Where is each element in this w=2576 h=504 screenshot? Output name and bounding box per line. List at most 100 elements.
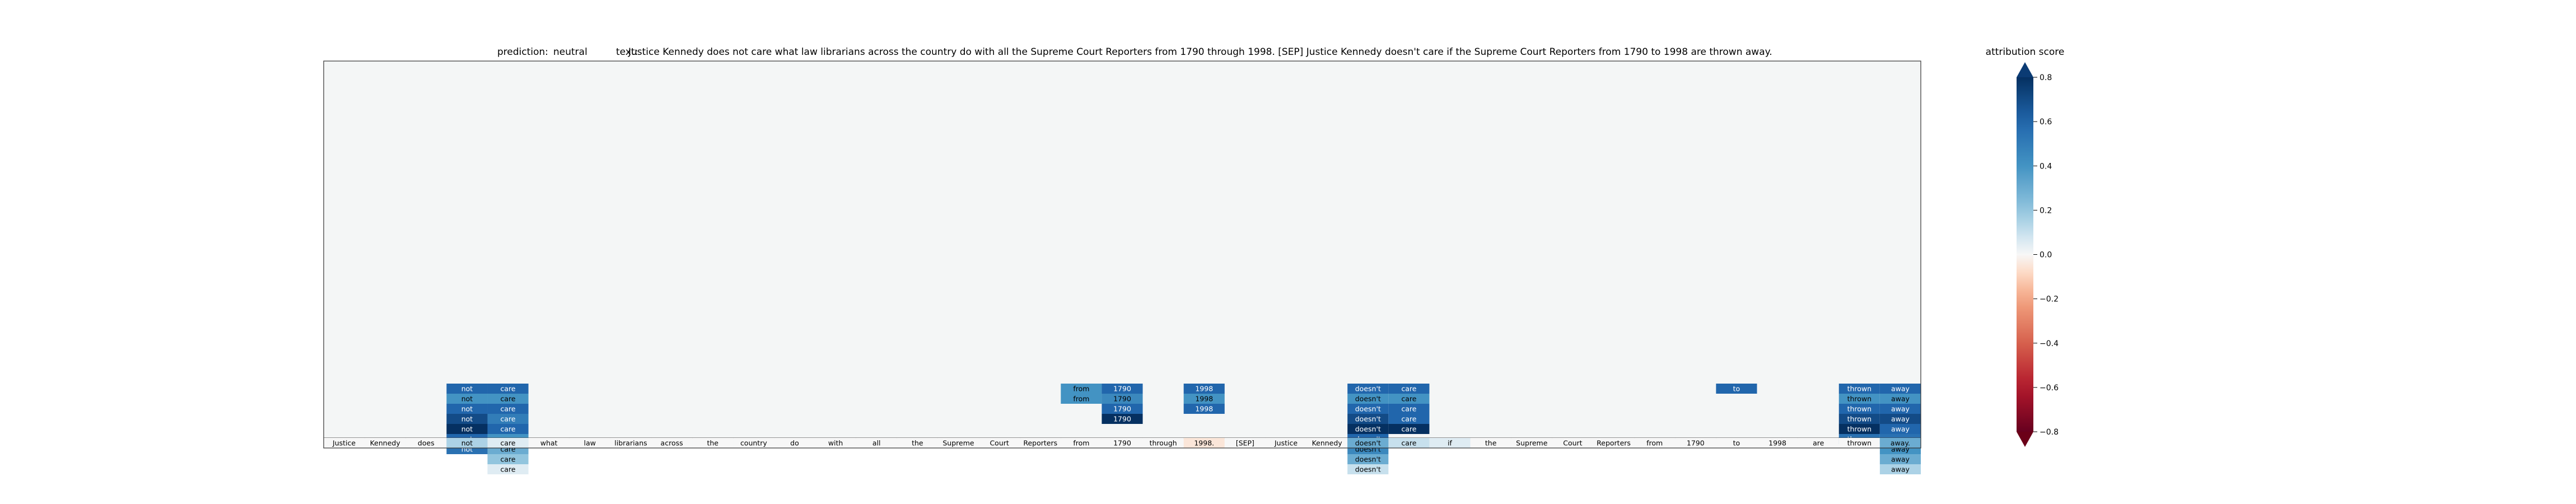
heatmap-cell-fill	[446, 424, 488, 434]
heatmap-cell: away	[1879, 454, 1921, 464]
heatmap-cell-label: away	[1891, 465, 1910, 474]
token-cell-fill	[1470, 438, 1511, 448]
heatmap-cell: from	[1061, 384, 1102, 394]
token-label: through	[1150, 439, 1177, 447]
heatmap-cell: doesn't	[1347, 384, 1389, 394]
colorbar-gradient	[2017, 77, 2033, 432]
colorbar: attribution score 0.8 0.6 0.4 0.2 0.0 −0.2 −0.…	[1986, 46, 2064, 447]
colorbar-tick-label: 0.8	[2040, 73, 2052, 82]
heatmap-cell-label: care	[501, 385, 516, 393]
token-label: Justice	[332, 439, 356, 447]
heatmap-cell-fill	[1879, 464, 1921, 474]
heatmap-cell-fill	[1347, 384, 1389, 394]
token-cell-fill	[1224, 438, 1266, 448]
token-cell: Reporters	[1593, 438, 1635, 448]
heatmap-cell-label: care	[1401, 385, 1416, 393]
heatmap-cell: not	[446, 424, 488, 434]
heatmap-cell: thrown	[1838, 404, 1880, 414]
heatmap-cell: care	[487, 394, 529, 404]
heatmap-cell-label: away	[1891, 455, 1910, 464]
token-cell-fill	[1102, 438, 1143, 448]
heatmap-cell-label: 1790	[1113, 405, 1131, 413]
colorbar-tick: 0.6	[2033, 118, 2052, 127]
heatmap-cell-fill	[1347, 424, 1389, 434]
heatmap-cell-label: care	[501, 465, 516, 474]
token-label: law	[584, 439, 596, 447]
token-label: does	[418, 439, 435, 447]
heatmap-cell-label: care	[1401, 415, 1416, 423]
heatmap-cell: doesn't	[1347, 414, 1389, 424]
token-cell: the	[1470, 438, 1511, 448]
token-label: not	[461, 439, 473, 447]
token-label: librarians	[614, 439, 647, 447]
token-row: Justice Kennedy does not care what law libraria…	[324, 437, 1921, 448]
token-label: thrown	[1847, 439, 1872, 447]
heatmap-cell: care	[487, 454, 529, 464]
heatmap-cell-fill	[1183, 384, 1225, 394]
token-cell-fill	[1757, 438, 1798, 448]
heatmap-cell-fill	[1183, 394, 1225, 404]
heatmap-cell-fill	[487, 454, 529, 464]
heatmap-cell-fill	[1838, 414, 1880, 424]
heatmap-cell: to	[1716, 384, 1757, 394]
heatmap-cell: doesn't	[1347, 404, 1389, 414]
heatmap-cell: 1790	[1102, 414, 1143, 424]
token-label: all	[872, 439, 881, 447]
colorbar-tick: −0.2	[2033, 295, 2059, 304]
heatmap-cell-fill	[446, 414, 488, 424]
token-cell-fill	[1388, 438, 1430, 448]
token-cell-fill	[1634, 438, 1676, 448]
token-cell-fill	[774, 438, 815, 448]
heatmap-cell: thrown	[1838, 384, 1880, 394]
heatmap-cell-label: doesn't	[1355, 425, 1381, 433]
colorbar-tick: −0.6	[2033, 384, 2059, 393]
token-label: care	[501, 439, 516, 447]
heatmap-cell-label: doesn't	[1355, 465, 1381, 474]
token-cell-fill	[937, 438, 979, 448]
token-label: doesn't	[1355, 439, 1381, 447]
token-label: Justice	[1274, 439, 1298, 447]
heatmap-cell-fill	[1061, 394, 1102, 404]
heatmap-cell-label: not	[461, 385, 473, 393]
heatmap-cell: care	[1388, 424, 1430, 434]
token-cell-fill	[692, 438, 734, 448]
token-cell-fill	[1716, 438, 1757, 448]
heatmap-cell: not	[446, 394, 488, 404]
heatmap-cell-fill	[1388, 414, 1430, 424]
heatmap-cell: doesn't	[1347, 424, 1389, 434]
prediction-value: neutral	[553, 46, 587, 58]
colorbar-tick-label: −0.4	[2040, 339, 2059, 348]
token-cell: country	[733, 438, 774, 448]
heatmap-cell-fill	[1061, 384, 1102, 394]
token-label: Reporters	[1023, 439, 1057, 447]
colorbar-ticks: 0.8 0.6 0.4 0.2 0.0 −0.2 −0.4 −0.6 −0.8	[2033, 73, 2059, 437]
token-cell: the	[897, 438, 938, 448]
heatmap-cell-fill	[1102, 394, 1143, 404]
heatmap-cell-fill	[487, 424, 529, 434]
token-label: the	[912, 439, 923, 447]
token-label: 1998	[1768, 439, 1786, 447]
token-cell: Supreme	[1511, 438, 1552, 448]
heatmap-cell-fill	[1347, 404, 1389, 414]
token-cell: law	[569, 438, 610, 448]
heatmap-cell-label: thrown	[1847, 415, 1872, 423]
heatmap-cell: care	[487, 404, 529, 414]
heatmap-cell: thrown	[1838, 424, 1880, 434]
heatmap-cell-label: to	[1733, 385, 1740, 393]
heatmap-cell-fill	[487, 394, 529, 404]
token-cell: doesn't	[1347, 438, 1389, 448]
heatmap-cell: care	[487, 414, 529, 424]
heatmap-cell-fill	[1879, 404, 1921, 414]
heatmap-cell: away	[1879, 404, 1921, 414]
heatmap-cell: not	[446, 414, 488, 424]
token-cell-fill	[1347, 438, 1389, 448]
token-cell: [SEP]	[1224, 438, 1266, 448]
heatmap-cell: doesn't	[1347, 454, 1389, 464]
token-cell: 1998	[1757, 438, 1798, 448]
heatmap-cell-label: not	[461, 425, 473, 433]
heatmap-cell: care	[487, 464, 529, 474]
heatmap-cell-label: from	[1073, 395, 1089, 403]
heatmap-cell: away	[1879, 384, 1921, 394]
token-label: across	[661, 439, 683, 447]
token-label: with	[828, 439, 843, 447]
